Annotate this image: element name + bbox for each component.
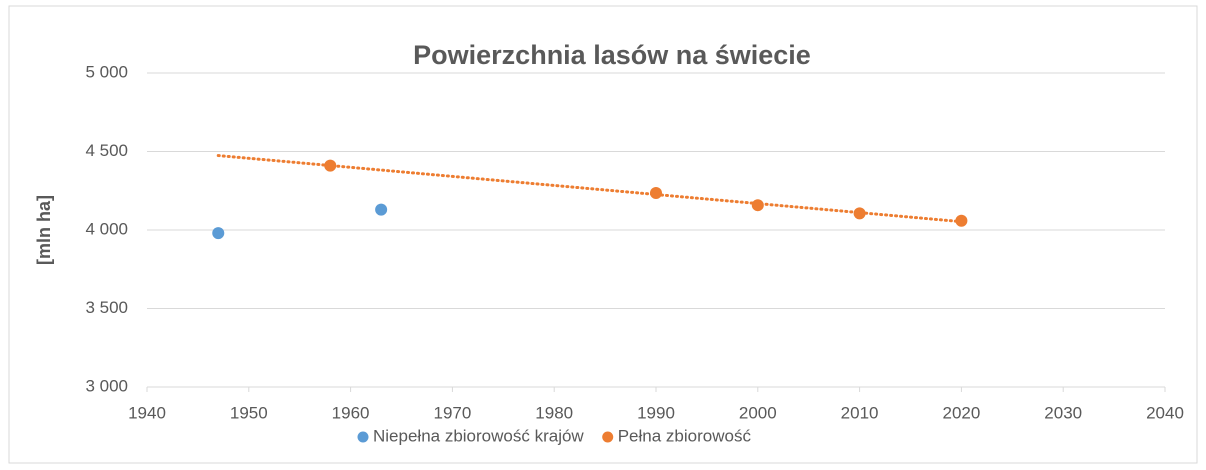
x-tick-label: 2020 — [942, 403, 980, 422]
point — [650, 186, 662, 199]
x-tick-label: 2000 — [739, 403, 777, 422]
point — [212, 227, 225, 240]
x-tick-label: 2010 — [841, 403, 879, 422]
x-tick-label: 2040 — [1146, 403, 1184, 422]
x-tick-label: 1950 — [230, 403, 268, 422]
y-tick-label: 4 500 — [85, 141, 128, 160]
trendline — [216, 154, 963, 224]
point — [324, 159, 337, 172]
chart-frame — [8, 5, 1198, 464]
point — [375, 203, 388, 216]
legend-label: Niepełna zbiorowość krajów — [373, 426, 584, 445]
legend-marker — [357, 431, 369, 443]
point — [853, 207, 866, 220]
y-tick-label: 5 000 — [85, 62, 128, 81]
x-tick-label: 1990 — [637, 403, 675, 422]
point — [751, 199, 764, 212]
y-tick-label: 4 000 — [85, 219, 128, 238]
y-tick-label: 3 500 — [85, 298, 128, 317]
x-tick-label: 1970 — [433, 403, 471, 422]
x-tick-label: 2030 — [1044, 403, 1082, 422]
x-tick-label: 1960 — [332, 403, 370, 422]
legend-marker — [602, 431, 614, 443]
y-tick-label: 3 000 — [85, 376, 128, 395]
point — [955, 214, 968, 227]
x-tick-label: 1980 — [535, 403, 573, 422]
y-axis-label: [mln ha] — [34, 195, 54, 265]
chart-title: Powierzchnia lasów na świecie — [413, 40, 811, 70]
legend-label: Pełna zbiorowość — [618, 426, 752, 445]
x-tick-label: 1940 — [128, 403, 166, 422]
